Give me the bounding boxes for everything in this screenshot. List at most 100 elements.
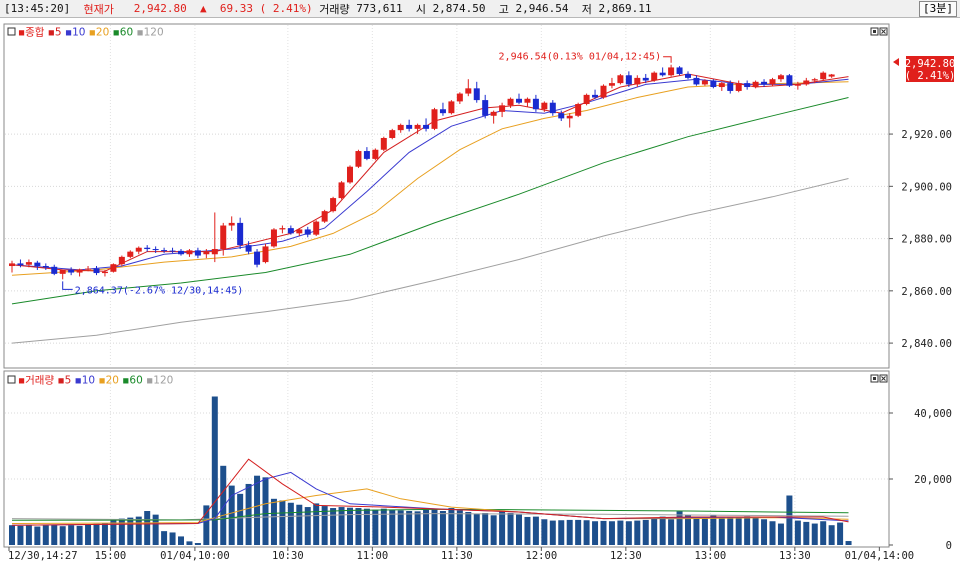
volume-bar bbox=[59, 526, 66, 545]
candle bbox=[101, 269, 108, 277]
candle bbox=[735, 80, 742, 93]
volume-bar bbox=[431, 508, 438, 545]
volume-ma-60-line bbox=[11, 508, 849, 521]
volume-bar bbox=[676, 511, 683, 545]
volume-bar bbox=[127, 517, 134, 545]
volume-bar bbox=[25, 524, 32, 545]
volume-bar bbox=[549, 520, 556, 545]
candle bbox=[600, 84, 607, 99]
price-panel-controls[interactable] bbox=[870, 27, 888, 36]
volume-bar bbox=[101, 523, 108, 545]
candle bbox=[744, 80, 751, 90]
volume-moving-averages bbox=[11, 458, 849, 526]
volume-bar bbox=[837, 522, 844, 545]
x-tick-label: 11:00 bbox=[357, 550, 389, 562]
candle bbox=[51, 264, 58, 276]
volume-bar bbox=[355, 508, 362, 545]
volume-bar bbox=[347, 507, 353, 545]
x-tick-label: 12/30,14:27 bbox=[8, 550, 78, 562]
legend-ma-20: 20 bbox=[96, 27, 109, 39]
volume-bar bbox=[761, 519, 768, 545]
interval-selector[interactable]: [3분] bbox=[919, 1, 957, 17]
volume-bar bbox=[583, 520, 590, 545]
x-tick-label: 01/04,10:00 bbox=[160, 550, 230, 562]
volume-bar bbox=[211, 396, 218, 545]
volume-bar bbox=[296, 504, 303, 545]
volume-bar bbox=[414, 511, 421, 545]
legend-ma-20: 20 bbox=[106, 375, 119, 387]
candle bbox=[752, 80, 759, 89]
candle bbox=[811, 77, 818, 84]
candle bbox=[85, 266, 92, 272]
volume-bar bbox=[558, 520, 565, 545]
candle bbox=[68, 267, 75, 276]
legend-ma-60: 60 bbox=[120, 27, 133, 39]
volume-bar bbox=[237, 493, 244, 545]
volume-bar bbox=[490, 515, 497, 545]
x-tick-label: 11:30 bbox=[441, 550, 473, 562]
candle bbox=[321, 209, 328, 223]
price-grid bbox=[5, 25, 888, 367]
volume-bar bbox=[85, 524, 92, 545]
candle bbox=[262, 243, 269, 264]
volume-bar bbox=[270, 498, 277, 545]
volume-bar bbox=[161, 531, 168, 545]
volume-ma-5-line bbox=[11, 458, 849, 526]
up-arrow-icon: ▲ bbox=[199, 2, 207, 15]
volume-bar bbox=[152, 514, 159, 545]
current-price-label: 현재가 bbox=[83, 2, 114, 16]
candle bbox=[414, 123, 421, 135]
price-change-pct: ( 2.41%) bbox=[259, 2, 313, 15]
x-tick-label: 12:00 bbox=[526, 550, 558, 562]
legend-checkbox-icon[interactable] bbox=[7, 375, 16, 384]
price-annotations: 2,946.54(0.13% 01/04,12:45) 2,864.37(-2.6… bbox=[62, 52, 672, 296]
candle bbox=[211, 212, 218, 263]
volume-bar bbox=[769, 521, 776, 545]
volume-bar bbox=[186, 541, 193, 545]
volume-bar bbox=[228, 485, 235, 545]
candle bbox=[820, 71, 827, 81]
candle bbox=[389, 128, 396, 140]
candle bbox=[651, 71, 658, 82]
time-x-axis: 12/30,14:27 15:00 01/04,10:00 10:30 11:00 11:… bbox=[8, 547, 914, 562]
price-ma-5-line bbox=[11, 73, 849, 272]
candle bbox=[194, 247, 201, 259]
volume-bar bbox=[541, 519, 548, 545]
legend-ma-5: 5 bbox=[65, 375, 72, 387]
price-ma-20-line bbox=[11, 81, 849, 276]
candle bbox=[59, 269, 66, 280]
volume-bar bbox=[448, 508, 455, 545]
volume-bar bbox=[693, 518, 700, 545]
candle bbox=[507, 97, 514, 108]
legend-checkbox-icon[interactable] bbox=[7, 27, 16, 36]
volume-bar bbox=[634, 520, 641, 545]
quote-time: [13:45:20] bbox=[4, 2, 71, 15]
price-tag-pct: ( 2.41%) bbox=[905, 70, 956, 82]
high-marker-icon bbox=[663, 56, 672, 63]
volume-panel-controls[interactable] bbox=[870, 374, 888, 383]
candle bbox=[499, 102, 506, 118]
volume-bar bbox=[178, 536, 184, 545]
volume-y-axis: 40,000 20,000 0 bbox=[889, 408, 952, 552]
volume-bar bbox=[34, 526, 41, 545]
candle bbox=[423, 118, 430, 132]
volume-bar bbox=[17, 525, 24, 545]
volume-bar bbox=[625, 521, 632, 545]
candle bbox=[152, 246, 159, 253]
volume-bar bbox=[668, 519, 675, 545]
volume-bar bbox=[575, 519, 582, 545]
volume-bar bbox=[651, 518, 658, 545]
volume-bar bbox=[777, 523, 784, 545]
x-tick-label: 01/04,14:00 bbox=[845, 550, 915, 562]
candle bbox=[710, 79, 717, 89]
volume-bar bbox=[600, 520, 607, 545]
candle bbox=[380, 136, 387, 152]
volume-bar bbox=[744, 516, 751, 545]
volume-bar bbox=[794, 520, 801, 545]
candle bbox=[676, 66, 683, 76]
candle bbox=[42, 263, 49, 270]
volume-bar bbox=[516, 514, 522, 545]
candle bbox=[110, 263, 117, 273]
legend-ma-10: 10 bbox=[82, 375, 95, 387]
volume-bar bbox=[203, 505, 210, 545]
